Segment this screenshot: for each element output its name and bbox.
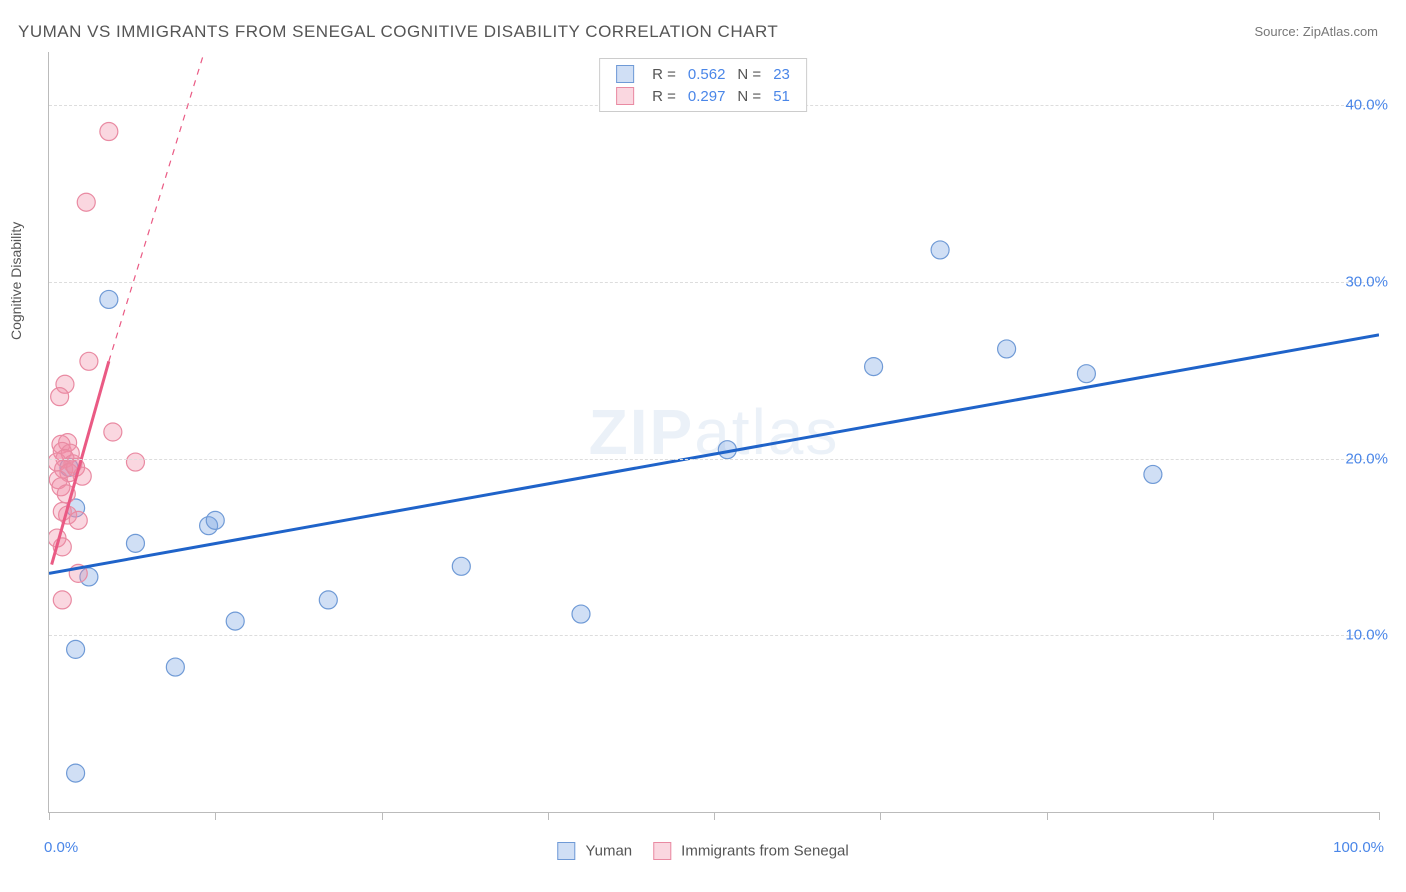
- r-label: R =: [646, 85, 682, 107]
- x-tick: [714, 812, 715, 820]
- n-label: N =: [731, 63, 767, 85]
- y-tick-label: 10.0%: [1345, 627, 1388, 644]
- data-point: [100, 123, 118, 141]
- x-tick: [1047, 812, 1048, 820]
- x-tick: [1213, 812, 1214, 820]
- data-point: [572, 605, 590, 623]
- legend-stats-row: R = 0.562 N = 23: [610, 63, 796, 85]
- swatch-icon: [557, 842, 575, 860]
- data-point: [166, 658, 184, 676]
- data-point: [865, 358, 883, 376]
- r-label: R =: [646, 63, 682, 85]
- data-point: [69, 511, 87, 529]
- r-value: 0.562: [682, 63, 732, 85]
- data-point: [67, 764, 85, 782]
- y-tick-label: 40.0%: [1345, 97, 1388, 114]
- x-tick: [49, 812, 50, 820]
- data-point: [998, 340, 1016, 358]
- data-point: [126, 453, 144, 471]
- legend-swatch-cell: [610, 63, 646, 85]
- n-value: 23: [767, 63, 796, 85]
- data-point: [100, 290, 118, 308]
- data-point: [206, 511, 224, 529]
- chart-container: YUMAN VS IMMIGRANTS FROM SENEGAL COGNITI…: [0, 0, 1406, 892]
- legend-swatch-cell: [610, 85, 646, 107]
- data-point: [931, 241, 949, 259]
- series-name: Yuman: [585, 843, 632, 860]
- x-axis-min-label: 0.0%: [44, 839, 78, 856]
- x-tick: [1379, 812, 1380, 820]
- trend-line-dashed: [109, 52, 204, 361]
- y-axis-label: Cognitive Disability: [8, 222, 24, 340]
- swatch-icon: [616, 87, 634, 105]
- data-point: [77, 193, 95, 211]
- data-point: [1077, 365, 1095, 383]
- data-point: [104, 423, 122, 441]
- data-point: [51, 388, 69, 406]
- data-point: [67, 640, 85, 658]
- series-name: Immigrants from Senegal: [681, 843, 849, 860]
- swatch-icon: [653, 842, 671, 860]
- legend-series: Yuman Immigrants from Senegal: [557, 842, 848, 860]
- x-tick: [548, 812, 549, 820]
- legend-stats-row: R = 0.297 N = 51: [610, 85, 796, 107]
- plot-svg: [49, 52, 1379, 812]
- x-tick: [880, 812, 881, 820]
- data-point: [452, 557, 470, 575]
- x-tick: [382, 812, 383, 820]
- x-axis-max-label: 100.0%: [1333, 839, 1384, 856]
- data-point: [126, 534, 144, 552]
- data-point: [319, 591, 337, 609]
- x-tick: [215, 812, 216, 820]
- n-label: N =: [731, 85, 767, 107]
- data-point: [226, 612, 244, 630]
- data-point: [1144, 465, 1162, 483]
- y-tick-label: 30.0%: [1345, 273, 1388, 290]
- gridline: [49, 282, 1379, 283]
- r-value: 0.297: [682, 85, 732, 107]
- plot-area: ZIPatlas: [48, 52, 1379, 813]
- data-point: [80, 352, 98, 370]
- gridline: [49, 459, 1379, 460]
- source-label: Source: ZipAtlas.com: [1254, 24, 1378, 39]
- n-value: 51: [767, 85, 796, 107]
- legend-stats: R = 0.562 N = 23 R = 0.297 N = 51: [599, 58, 807, 112]
- trend-line: [49, 335, 1379, 574]
- y-tick-label: 20.0%: [1345, 450, 1388, 467]
- chart-title: YUMAN VS IMMIGRANTS FROM SENEGAL COGNITI…: [18, 22, 778, 42]
- data-point: [53, 591, 71, 609]
- gridline: [49, 635, 1379, 636]
- swatch-icon: [616, 65, 634, 83]
